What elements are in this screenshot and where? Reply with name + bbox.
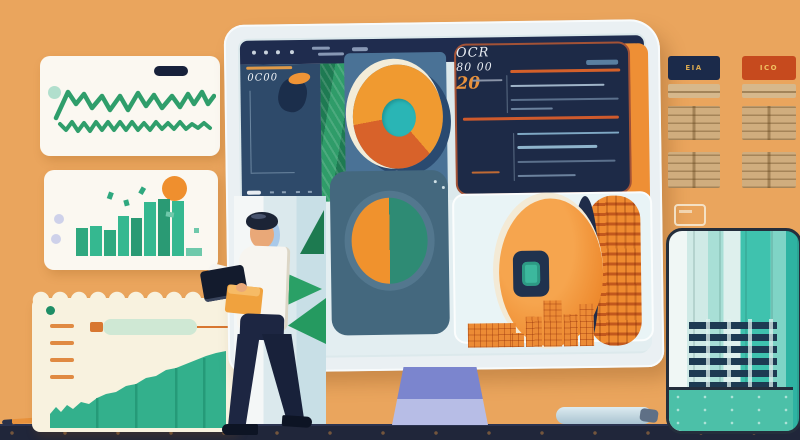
ledger-sub-strip <box>742 84 796 98</box>
orange-dash <box>471 171 500 174</box>
progress-bar-track <box>103 319 197 335</box>
underline <box>472 79 503 82</box>
light-line <box>517 159 616 163</box>
table-card <box>668 152 720 188</box>
lavender-dot-icon <box>54 214 64 224</box>
footer-dot <box>269 191 274 194</box>
footer-dot <box>295 191 300 194</box>
glass-panel <box>666 228 800 434</box>
light-line <box>517 144 598 149</box>
teal-dot-icon <box>48 86 61 99</box>
footer-dot <box>307 190 312 193</box>
pixel-bar <box>511 332 525 348</box>
coin-chip-inner <box>521 261 541 286</box>
light-line <box>510 97 619 102</box>
left-chart-panel: 0C00 <box>240 63 323 205</box>
person <box>198 206 328 438</box>
orange-dash <box>50 341 74 345</box>
progress-bar-line <box>197 326 233 328</box>
shoe <box>222 424 258 435</box>
orange-sun-icon <box>162 176 187 201</box>
monitor-stand <box>392 367 488 425</box>
hand <box>236 283 247 292</box>
toolbar-dot-icon <box>263 50 269 55</box>
pixel-bar <box>543 300 563 347</box>
axis-line <box>249 90 252 173</box>
table-card <box>742 152 796 188</box>
cap-highlight <box>251 214 266 219</box>
stats-value-bottom: 20 <box>456 73 481 94</box>
pixel-bar <box>579 303 595 347</box>
toolbar-text-mark <box>351 47 368 52</box>
stats-card: OCR 80 00 20 <box>453 41 632 196</box>
scalloped-edge <box>32 291 237 305</box>
leg-back <box>262 334 304 422</box>
progress-bar-fill <box>90 322 103 332</box>
toolbar-dot-icon <box>251 50 257 55</box>
divider <box>462 115 619 121</box>
orange-dash <box>50 375 74 379</box>
lavender-dot-icon <box>51 234 61 244</box>
orange-line <box>246 66 293 70</box>
orange-crescent <box>287 71 312 86</box>
table-card <box>742 106 796 140</box>
dot <box>441 185 445 190</box>
mouse <box>556 407 652 424</box>
light-line <box>517 131 620 135</box>
pixel-bar <box>525 316 543 347</box>
bar-chart-card <box>44 170 218 270</box>
dark-button <box>154 66 188 76</box>
glass-bottom-section <box>669 387 793 431</box>
pixel-bar <box>563 314 579 347</box>
glass-row-bars <box>689 319 777 389</box>
toolbar-dot-icon <box>275 50 281 55</box>
ledger-card-navy: EIA <box>668 56 720 80</box>
footer-dash <box>246 190 261 195</box>
mouse-tip <box>639 407 659 424</box>
ledger-card-navy-label: EIA <box>685 64 703 72</box>
pixel-bar <box>467 323 517 348</box>
blue-bar <box>586 59 619 66</box>
toolbar-dot-icon <box>289 50 295 55</box>
green-bar-chart <box>76 186 202 256</box>
axis-line <box>250 172 295 174</box>
toolbar-text-mark <box>317 52 345 56</box>
ledger-sub-strip <box>668 84 720 98</box>
zigzag-chart-card <box>40 56 220 156</box>
leg-front <box>228 334 260 426</box>
green-dot-icon <box>46 306 55 315</box>
divider-v <box>513 133 515 182</box>
table-card <box>668 106 720 140</box>
light-line <box>510 107 553 111</box>
orange-dash <box>50 358 74 362</box>
growth-chart-card <box>32 291 237 432</box>
ledger-card-red-label: ICO <box>759 64 779 72</box>
dot <box>433 180 437 184</box>
ledger-card-red: ICO <box>742 56 796 80</box>
area-growth-chart <box>50 351 226 428</box>
zigzag-line-chart <box>53 89 216 133</box>
toolbar-text-mark <box>311 46 330 50</box>
footer-dot <box>281 191 286 194</box>
shoe <box>281 414 313 429</box>
panel-value: 0C00 <box>247 72 279 84</box>
light-line <box>517 174 576 177</box>
card-outline-icon <box>674 204 706 226</box>
orange-dash <box>50 324 74 328</box>
